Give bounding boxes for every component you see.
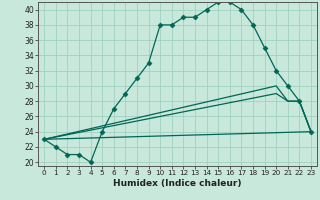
X-axis label: Humidex (Indice chaleur): Humidex (Indice chaleur) <box>113 179 242 188</box>
